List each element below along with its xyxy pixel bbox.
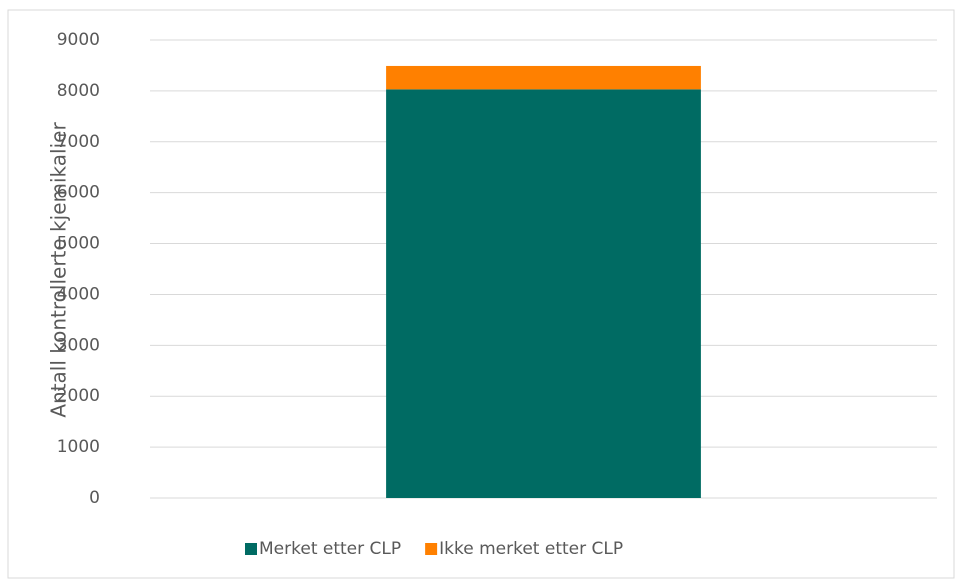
y-tick-label: 5000 [57,234,100,254]
y-tick-label: 7000 [57,132,100,152]
legend-label: Ikke merket etter CLP [439,539,623,559]
y-tick-label: 3000 [57,335,100,355]
bar-segment [386,89,701,499]
bar-segment [386,65,701,90]
legend-swatch [245,543,257,555]
y-tick-label: 1000 [57,437,100,457]
y-tick-label: 4000 [57,284,100,304]
legend-label: Merket etter CLP [259,539,401,559]
y-axis-label: Antall kontrollerte kjemikalier [47,122,71,418]
y-tick-label: 9000 [57,30,100,50]
y-tick-label: 6000 [57,183,100,203]
y-tick-label: 0 [89,488,100,508]
y-tick-label: 2000 [57,386,100,406]
legend-swatch [425,543,438,555]
y-tick-label: 8000 [57,81,100,101]
